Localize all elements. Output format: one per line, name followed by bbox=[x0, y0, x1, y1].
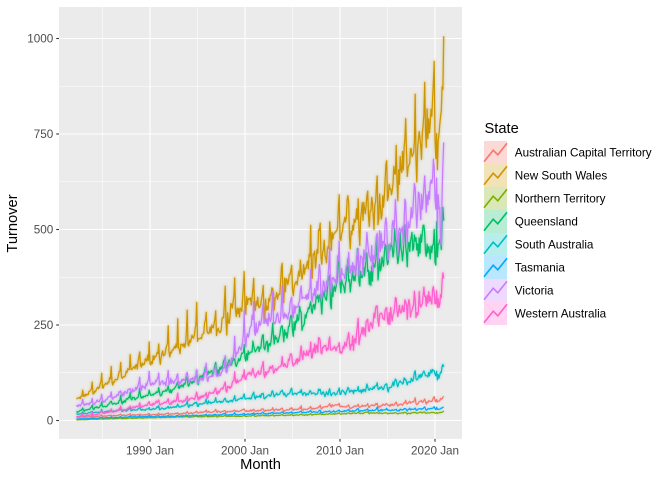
svg-text:Australian Capital Territory: Australian Capital Territory bbox=[515, 147, 652, 160]
svg-text:South Australia: South Australia bbox=[515, 239, 594, 252]
svg-text:Northern Territory: Northern Territory bbox=[515, 193, 606, 206]
svg-text:Tasmania: Tasmania bbox=[515, 262, 566, 275]
svg-text:2020 Jan: 2020 Jan bbox=[411, 444, 459, 457]
svg-text:Western Australia: Western Australia bbox=[515, 308, 607, 321]
svg-text:0: 0 bbox=[47, 415, 54, 428]
svg-text:2000 Jan: 2000 Jan bbox=[221, 444, 269, 457]
svg-text:Victoria: Victoria bbox=[515, 285, 554, 298]
svg-text:Turnover: Turnover bbox=[5, 194, 21, 252]
svg-text:1990 Jan: 1990 Jan bbox=[126, 444, 174, 457]
svg-text:2010 Jan: 2010 Jan bbox=[316, 444, 364, 457]
svg-text:Queensland: Queensland bbox=[515, 216, 578, 229]
svg-text:1000: 1000 bbox=[27, 33, 54, 46]
svg-text:750: 750 bbox=[34, 128, 54, 141]
svg-text:250: 250 bbox=[34, 319, 54, 332]
svg-text:Month: Month bbox=[240, 457, 281, 473]
svg-text:New South Wales: New South Wales bbox=[515, 170, 608, 183]
svg-text:500: 500 bbox=[34, 224, 54, 237]
svg-text:State: State bbox=[485, 121, 519, 137]
